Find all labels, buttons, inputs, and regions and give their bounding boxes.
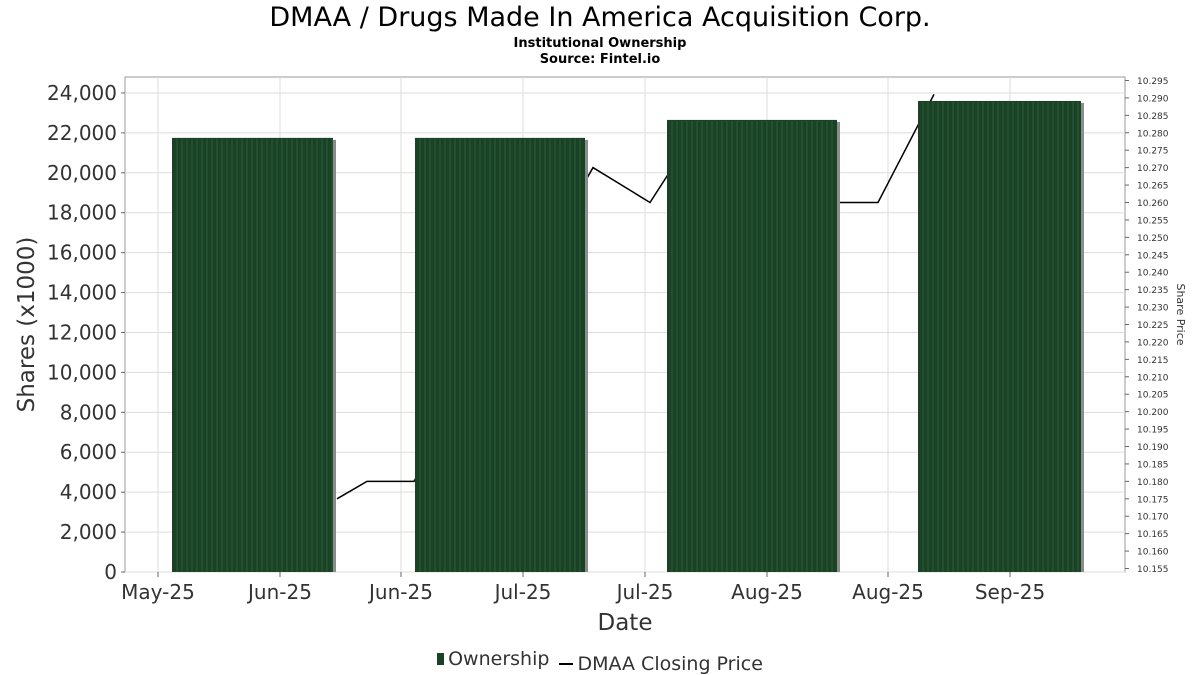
y2-tick-label: 10.190	[1137, 443, 1169, 453]
ownership-bar	[918, 100, 1081, 573]
legend-item-price[interactable]: DMAA Closing Price	[559, 653, 763, 675]
y2-tick-label: 10.245	[1137, 251, 1169, 261]
y2-tick-label: 10.225	[1137, 321, 1169, 331]
y-axis-title: Shares (x1000)	[14, 237, 40, 413]
y2-tick-label: 10.270	[1137, 164, 1169, 174]
y-tick-label: 0	[104, 560, 117, 584]
price-line	[336, 94, 935, 500]
y-tick-label: 6,000	[60, 440, 117, 464]
chart-subtitle: Institutional Ownership	[513, 36, 687, 51]
y2-tick-label: 10.195	[1137, 426, 1169, 436]
chart-legend: Ownership DMAA Closing Price	[0, 648, 1200, 675]
x-axis-title: Date	[598, 610, 653, 636]
y-tick-label: 2,000	[60, 520, 117, 544]
y2-tick-label: 10.165	[1137, 530, 1169, 540]
y2-tick-label: 10.250	[1137, 234, 1169, 244]
y2-axis-title: Share Price	[1174, 283, 1187, 345]
x-tick-label: Jun-25	[367, 580, 433, 604]
y2-tick-label: 10.230	[1137, 304, 1169, 314]
y2-tick-label: 10.240	[1137, 269, 1169, 279]
x-tick-label: Jul-25	[493, 580, 552, 604]
y-tick-label: 4,000	[60, 480, 117, 504]
y-tick-label: 16,000	[47, 241, 117, 265]
y-tick-label: 8,000	[60, 400, 117, 424]
y2-tick-label: 10.185	[1137, 460, 1169, 470]
y2-tick-label: 10.260	[1137, 199, 1169, 209]
y2-tick-label: 10.200	[1137, 408, 1169, 418]
y-axis-right: 10.155 10.160 10.165 10.170 10.175 10.180 10.1…	[1125, 77, 1169, 575]
y2-tick-label: 10.210	[1137, 373, 1169, 383]
price-swatch	[559, 663, 574, 665]
x-tick-label: Jun-25	[246, 580, 312, 604]
y2-tick-label: 10.285	[1137, 112, 1169, 122]
legend-item-ownership[interactable]: Ownership	[437, 648, 549, 670]
y-tick-label: 18,000	[47, 201, 117, 225]
y-tick-label: 22,000	[47, 121, 117, 145]
chart-source: Source: Fintel.io	[539, 52, 661, 67]
y2-tick-label: 10.275	[1137, 147, 1169, 157]
y-tick-label: 20,000	[47, 161, 117, 185]
y2-tick-label: 10.295	[1137, 77, 1169, 87]
x-tick-label: Sep-25	[975, 580, 1045, 604]
y-axis-left: 0 2,000 4,000 6,000 8,000 10,000 12,000 14,000 1…	[47, 81, 125, 584]
y2-tick-label: 10.255	[1137, 216, 1169, 226]
ownership-bar-group	[667, 119, 840, 573]
y-tick-label: 14,000	[47, 281, 117, 305]
ownership-bar-group	[415, 137, 588, 572]
y2-tick-label: 10.220	[1137, 338, 1169, 348]
y2-tick-label: 10.205	[1137, 391, 1169, 401]
legend-ownership-label: Ownership	[448, 648, 550, 670]
y2-tick-label: 10.175	[1137, 495, 1169, 505]
x-tick-label: Aug-25	[731, 580, 803, 604]
y-tick-label: 12,000	[47, 320, 117, 344]
y2-tick-label: 10.265	[1137, 182, 1169, 192]
y2-tick-label: 10.180	[1137, 478, 1169, 488]
ownership-bars	[172, 100, 1084, 573]
ownership-bar-group	[172, 137, 336, 572]
y2-tick-label: 10.235	[1137, 286, 1169, 296]
x-tick-label: May-25	[121, 580, 195, 604]
y-tick-label: 24,000	[47, 81, 117, 105]
y2-tick-label: 10.160	[1137, 548, 1169, 558]
x-axis: May-25 Jun-25 Jun-25 Jul-25 Jul-25 Aug-25 Aug-…	[121, 572, 1045, 604]
y-tick-label: 10,000	[47, 360, 117, 384]
y2-tick-label: 10.170	[1137, 513, 1169, 523]
legend-price-label: DMAA Closing Price	[577, 653, 763, 675]
x-tick-label: Aug-25	[852, 580, 924, 604]
y2-tick-label: 10.290	[1137, 94, 1169, 104]
ownership-bar-group	[918, 100, 1084, 573]
chart-title: DMAA / Drugs Made In America Acquisition…	[269, 2, 931, 33]
y2-tick-label: 10.215	[1137, 356, 1169, 366]
y2-tick-label: 10.155	[1137, 565, 1169, 575]
ownership-swatch	[437, 653, 445, 665]
x-tick-label: Jul-25	[615, 580, 674, 604]
y2-tick-label: 10.280	[1137, 129, 1169, 139]
